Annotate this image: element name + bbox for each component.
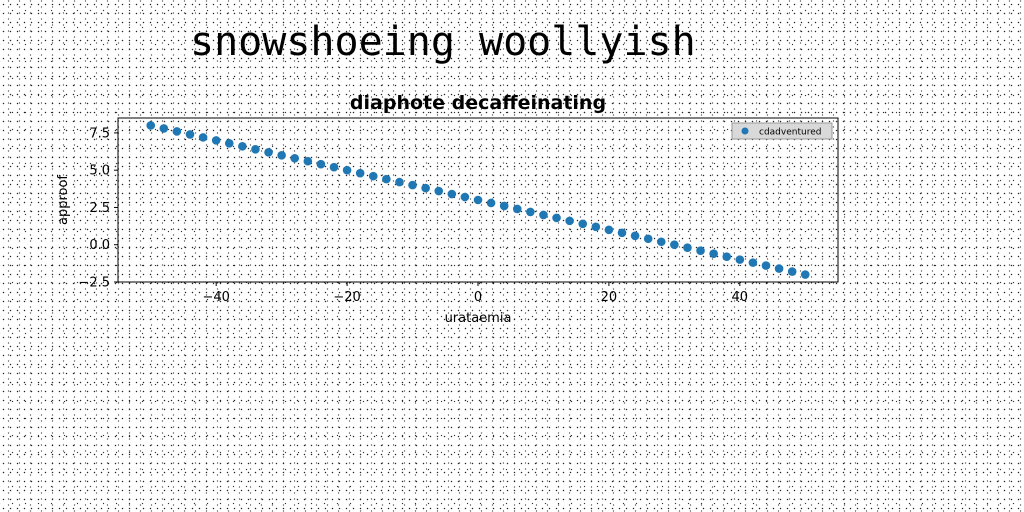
legend: cdadventured: [731, 122, 833, 140]
data-point: [656, 237, 666, 247]
data-point: [800, 270, 810, 279]
data-point: [486, 198, 496, 208]
data-point: [761, 261, 771, 270]
data-series: [146, 121, 810, 279]
data-point: [224, 139, 234, 148]
y-tick-label: 2.5: [89, 201, 110, 216]
data-point: [447, 189, 457, 199]
data-point: [290, 153, 300, 163]
legend-label: cdadventured: [759, 128, 821, 138]
data-point: [342, 165, 352, 175]
data-point: [198, 133, 208, 142]
data-point: [185, 130, 195, 139]
x-tick-label: 40: [732, 290, 749, 305]
data-point: [368, 171, 378, 181]
data-point: [421, 183, 430, 193]
data-point: [303, 156, 313, 166]
data-point: [264, 147, 273, 157]
data-point: [355, 168, 365, 178]
data-point: [630, 231, 640, 241]
data-point: [434, 186, 444, 196]
x-axis-label: urataemia: [445, 311, 512, 326]
legend-marker: [741, 127, 749, 135]
data-point: [787, 267, 797, 276]
data-point: [329, 162, 339, 172]
data-point: [604, 225, 614, 235]
y-tick-label: −2.5: [78, 276, 110, 291]
data-point: [748, 258, 758, 267]
data-point: [382, 174, 391, 184]
data-point: [211, 136, 221, 145]
data-point: [512, 204, 522, 214]
data-point: [526, 207, 535, 217]
x-tick-label: −40: [202, 290, 229, 305]
data-point: [735, 255, 745, 264]
data-point: [617, 228, 627, 238]
data-point: [683, 243, 692, 253]
y-axis: −2.5 0.0 2.5 5.0 7.5: [78, 126, 118, 291]
data-point: [722, 252, 732, 261]
chart-title: diaphote decaffeinating: [350, 92, 606, 114]
data-point: [251, 145, 260, 154]
data-point: [159, 124, 169, 133]
y-tick-label: 0.0: [89, 238, 110, 253]
data-point: [591, 222, 601, 232]
data-point: [552, 213, 561, 223]
data-point: [172, 127, 182, 136]
data-point: [277, 150, 286, 160]
data-point: [395, 177, 404, 187]
data-point: [499, 201, 509, 211]
page-title: snowshoeing woollyish: [190, 19, 696, 65]
data-point: [643, 234, 653, 244]
data-point: [539, 210, 548, 220]
data-point: [709, 249, 718, 258]
data-point: [578, 219, 588, 229]
x-axis: −40 −20 0 20 40: [202, 282, 748, 305]
data-point: [774, 264, 784, 273]
y-tick-label: 7.5: [89, 126, 110, 141]
data-point: [460, 192, 470, 202]
y-tick-label: 5.0: [89, 164, 110, 179]
x-tick-label: 20: [601, 290, 618, 305]
data-point: [670, 240, 679, 250]
data-point: [146, 121, 156, 130]
data-point: [408, 180, 417, 190]
y-axis-label: approof: [56, 175, 71, 225]
legend-box: [731, 122, 833, 140]
data-point: [696, 246, 705, 255]
data-point: [473, 195, 483, 205]
x-tick-label: 0: [474, 290, 482, 305]
data-point: [238, 142, 247, 151]
data-point: [565, 216, 574, 226]
x-tick-label: −20: [333, 290, 360, 305]
data-point: [316, 159, 326, 169]
